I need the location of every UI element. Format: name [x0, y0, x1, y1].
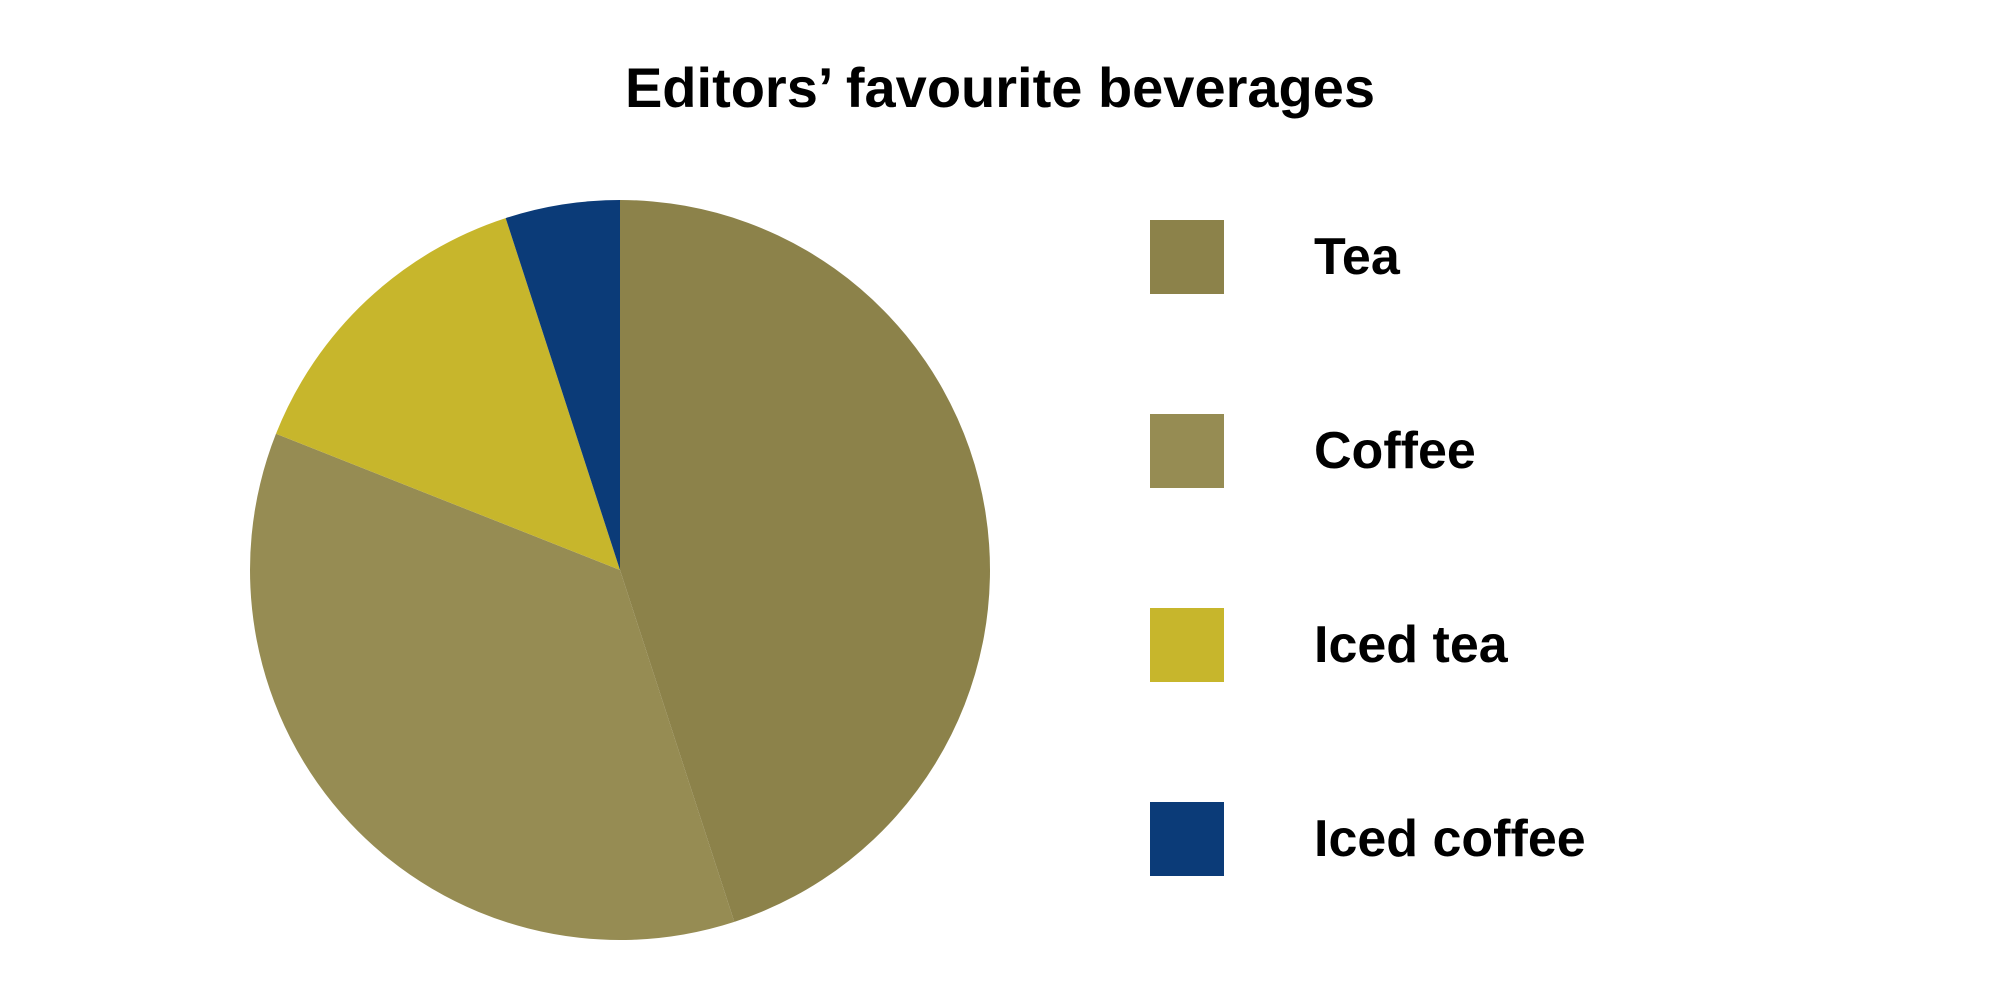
legend: Tea Coffee Iced tea Iced coffee — [1150, 220, 1586, 876]
legend-swatch — [1150, 220, 1224, 294]
legend-label: Coffee — [1314, 421, 1476, 481]
legend-item-coffee: Coffee — [1150, 414, 1586, 488]
legend-item-iced-coffee: Iced coffee — [1150, 802, 1586, 876]
legend-label: Tea — [1314, 227, 1400, 287]
legend-label: Iced coffee — [1314, 809, 1586, 869]
pie-chart — [0, 0, 2000, 1005]
chart-container: Editors’ favourite beverages TeaCoffeeIc… — [0, 0, 2000, 1000]
pie-slices — [250, 200, 990, 940]
legend-swatch — [1150, 414, 1224, 488]
pie-svg — [0, 0, 2000, 1000]
legend-swatch — [1150, 608, 1224, 682]
legend-label: Iced tea — [1314, 615, 1508, 675]
legend-item-iced-tea: Iced tea — [1150, 608, 1586, 682]
legend-swatch — [1150, 802, 1224, 876]
legend-item-tea: Tea — [1150, 220, 1586, 294]
